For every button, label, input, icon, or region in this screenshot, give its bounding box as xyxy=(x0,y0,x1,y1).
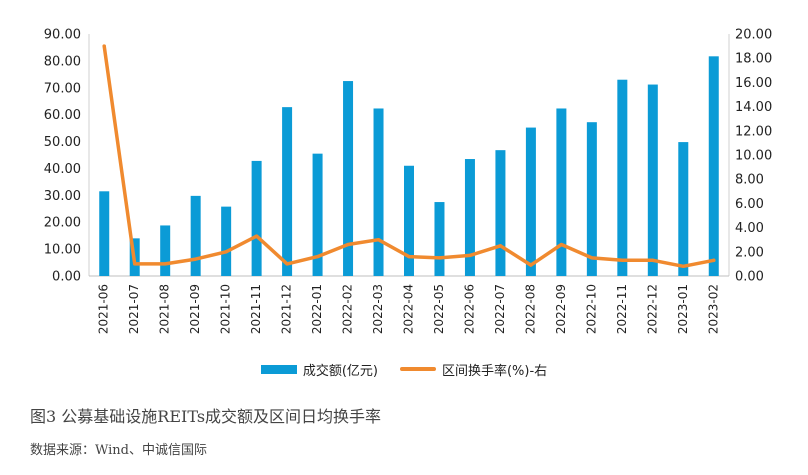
x-tick-label: 2021-06 xyxy=(97,284,111,334)
turnover-point xyxy=(590,256,594,260)
turnover-point xyxy=(651,258,655,262)
legend-swatch-bar xyxy=(260,364,297,374)
bar xyxy=(404,165,414,276)
y-left-tick-label: 80.00 xyxy=(44,54,81,69)
x-tick-label: 2022-02 xyxy=(341,284,355,334)
turnover-point xyxy=(407,255,411,259)
bar xyxy=(434,202,445,276)
bar xyxy=(160,225,171,276)
x-tick-label: 2022-09 xyxy=(554,284,568,334)
turnover-point xyxy=(315,255,320,259)
bar xyxy=(190,195,201,276)
turnover-point xyxy=(468,253,472,258)
y-right-tick-label: 0.00 xyxy=(735,270,764,285)
turnover-point xyxy=(133,262,137,266)
legend-swatch-line xyxy=(399,367,436,371)
y-left-tick-label: 90.00 xyxy=(44,28,81,43)
bar xyxy=(221,206,232,276)
x-tick-label: 2021-11 xyxy=(249,284,263,334)
figure-caption: 图3 公募基础设施REITs成交额及区间日均换手率 xyxy=(30,407,382,426)
y-right-tick-label: 12.00 xyxy=(735,124,772,139)
y-right-tick-label: 16.00 xyxy=(735,76,772,91)
bar xyxy=(282,107,293,276)
y-left-tick-label: 60.00 xyxy=(44,108,81,123)
x-tick-label: 2021-10 xyxy=(219,284,233,334)
turnover-point xyxy=(620,258,624,262)
y-left-tick-label: 0.00 xyxy=(52,270,81,285)
turnover-point xyxy=(102,44,106,48)
bar xyxy=(586,122,597,276)
y-right-tick-label: 20.00 xyxy=(735,28,772,43)
turnover-point xyxy=(346,242,350,247)
bar xyxy=(647,84,658,276)
x-tick-label: 2022-08 xyxy=(523,284,537,334)
bar xyxy=(678,142,689,276)
bar xyxy=(312,153,323,276)
x-tick-label: 2021-08 xyxy=(158,284,172,334)
y-right-tick-label: 6.00 xyxy=(735,197,764,212)
turnover-point xyxy=(529,263,533,267)
x-tick-label: 2022-01 xyxy=(310,284,324,334)
turnover-point xyxy=(376,238,381,242)
legend-item-turnover: 区间换手率(%)-右 xyxy=(399,360,548,379)
x-tick-label: 2022-03 xyxy=(371,284,385,334)
x-tick-label: 2022-11 xyxy=(615,284,629,334)
y-left-tick-label: 30.00 xyxy=(44,189,81,204)
y-left-tick-label: 20.00 xyxy=(44,216,81,231)
bar xyxy=(617,79,628,276)
turnover-point xyxy=(712,258,716,262)
turnover-point xyxy=(224,250,228,254)
bar xyxy=(708,56,719,276)
bar xyxy=(343,81,354,276)
y-left-tick-label: 10.00 xyxy=(44,243,81,258)
x-tick-label: 2022-05 xyxy=(432,284,446,334)
y-right-tick-label: 18.00 xyxy=(735,52,772,67)
bar xyxy=(99,191,110,276)
legend-label-volume: 成交额(亿元) xyxy=(302,363,378,379)
legend-label-turnover: 区间换手率(%)-右 xyxy=(441,363,548,379)
bar xyxy=(556,108,567,276)
x-tick-label: 2022-10 xyxy=(584,284,598,334)
y-left-tick-label: 70.00 xyxy=(44,81,81,96)
y-right-tick-label: 14.00 xyxy=(735,100,772,115)
y-left-tick-label: 40.00 xyxy=(44,162,81,177)
x-tick-label: 2023-02 xyxy=(706,284,720,334)
x-tick-label: 2022-04 xyxy=(402,284,416,334)
y-right-tick-label: 4.00 xyxy=(735,221,764,236)
turnover-point xyxy=(437,256,442,260)
x-tick-label: 2021-07 xyxy=(127,284,141,334)
turnover-point xyxy=(194,257,198,261)
bar xyxy=(251,160,262,276)
x-tick-label: 2021-09 xyxy=(188,284,202,334)
legend: 成交额(亿元) 区间换手率(%)-右 xyxy=(0,357,808,381)
turnover-point xyxy=(559,242,563,247)
x-tick-label: 2022-07 xyxy=(493,284,507,334)
legend-item-volume: 成交额(亿元) xyxy=(260,360,378,379)
turnover-point xyxy=(255,234,259,238)
y-left-tick-label: 50.00 xyxy=(44,135,81,150)
bar xyxy=(373,108,384,276)
turnover-point xyxy=(498,244,503,248)
y-right-tick-label: 10.00 xyxy=(735,149,772,164)
turnover-point xyxy=(163,262,167,266)
bar xyxy=(495,150,506,276)
y-right-tick-label: 2.00 xyxy=(735,245,764,260)
bar xyxy=(525,127,536,276)
turnover-point xyxy=(285,262,289,266)
x-tick-label: 2023-01 xyxy=(676,284,690,334)
turnover-point xyxy=(681,264,685,268)
x-tick-label: 2021-12 xyxy=(280,284,294,334)
x-tick-label: 2022-12 xyxy=(645,284,659,334)
bar xyxy=(464,159,475,276)
y-right-tick-label: 8.00 xyxy=(735,173,764,188)
data-source: 数据来源：Wind、中诚信国际 xyxy=(30,443,207,458)
x-tick-label: 2022-06 xyxy=(462,284,476,334)
combo-chart: 0.00 10.00 20.00 30.00 40.00 50.00 60.00 70.00 8… xyxy=(44,28,772,335)
